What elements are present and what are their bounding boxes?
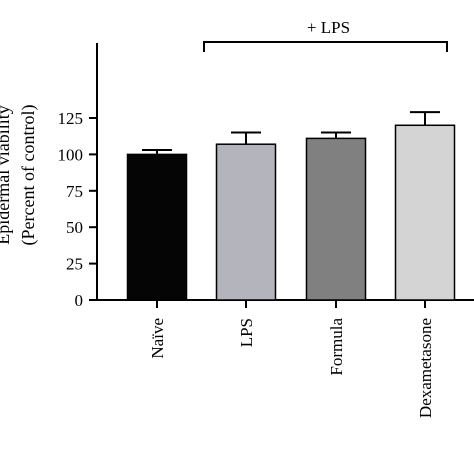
y-tick-label: 75 (66, 182, 83, 201)
y-axis-label-line1: Epidermal viability (0, 105, 13, 244)
bracket-line (203, 41, 448, 52)
bar (126, 153, 188, 301)
lps-bracket: + LPS (203, 18, 448, 52)
y-tick-label: 0 (75, 291, 84, 310)
bars (126, 124, 456, 301)
x-tick-label: LPS (237, 318, 256, 347)
y-tick-label: 125 (58, 109, 84, 128)
y-tick-label: 100 (58, 145, 84, 164)
y-axis-label: Epidermal viability (Percent of control) (0, 105, 39, 246)
y-ticks: 0 25 50 75 100 125 (58, 109, 97, 310)
x-tick-label: Naïve (148, 318, 167, 359)
x-ticks: Naïve LPS Formula Dexametasone (148, 300, 435, 418)
bar (305, 137, 367, 301)
bar (394, 124, 456, 301)
x-tick-label: Dexametasone (416, 318, 435, 418)
error-bars (142, 111, 440, 155)
y-tick-label: 50 (66, 218, 83, 237)
x-tick-label: Formula (327, 318, 346, 376)
y-tick-label: 25 (66, 255, 83, 274)
y-axis-label-line2: (Percent of control) (18, 105, 39, 246)
bracket-label: + LPS (307, 18, 350, 37)
bar (215, 143, 277, 301)
